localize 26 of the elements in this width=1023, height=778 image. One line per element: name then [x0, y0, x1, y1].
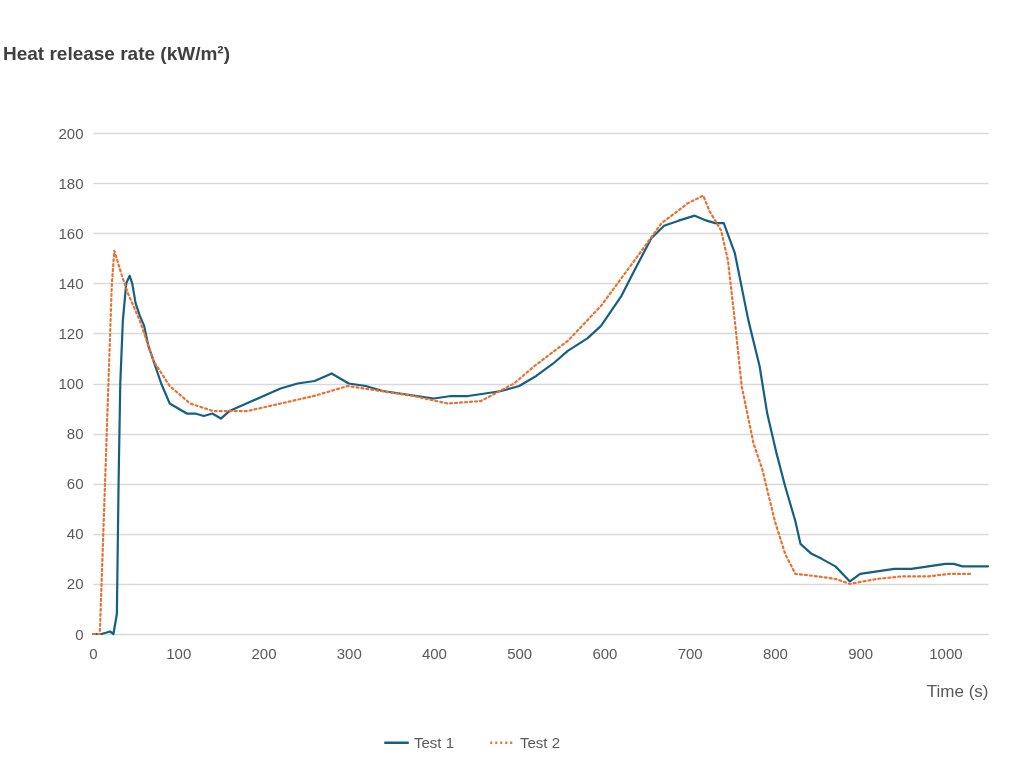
x-tick-label: 200: [251, 644, 277, 662]
x-tick-label: 100: [166, 644, 192, 662]
x-tick-label: 400: [421, 644, 447, 662]
y-tick-label: 0: [75, 625, 84, 643]
y-tick-label: 200: [58, 124, 84, 142]
y-tick-label: 60: [66, 475, 84, 493]
y-tick-label: 40: [66, 525, 84, 543]
x-tick-label: 0: [89, 644, 98, 662]
x-tick-label: 900: [848, 644, 874, 662]
legend-label: Test 2: [520, 733, 561, 751]
y-tick-label: 80: [66, 425, 84, 443]
x-tick-label: 800: [762, 644, 788, 662]
x-tick-label: 600: [592, 644, 618, 662]
x-tick-label: 300: [336, 644, 362, 662]
legend-label: Test 1: [414, 733, 455, 751]
y-tick-label: 140: [58, 274, 84, 292]
y-tick-label: 180: [58, 174, 84, 192]
y-tick-label: 100: [58, 375, 84, 392]
y-tick-label: 160: [58, 224, 84, 242]
chart-title: Heat release rate (kW/m²): [2, 43, 231, 64]
x-axis-title: Time (s): [926, 681, 989, 701]
x-tick-label: 500: [507, 644, 533, 662]
y-tick-label: 120: [58, 324, 84, 342]
x-tick-label: 1000: [929, 644, 963, 662]
y-tick-label: 20: [66, 575, 84, 593]
x-tick-label: 700: [677, 644, 703, 662]
